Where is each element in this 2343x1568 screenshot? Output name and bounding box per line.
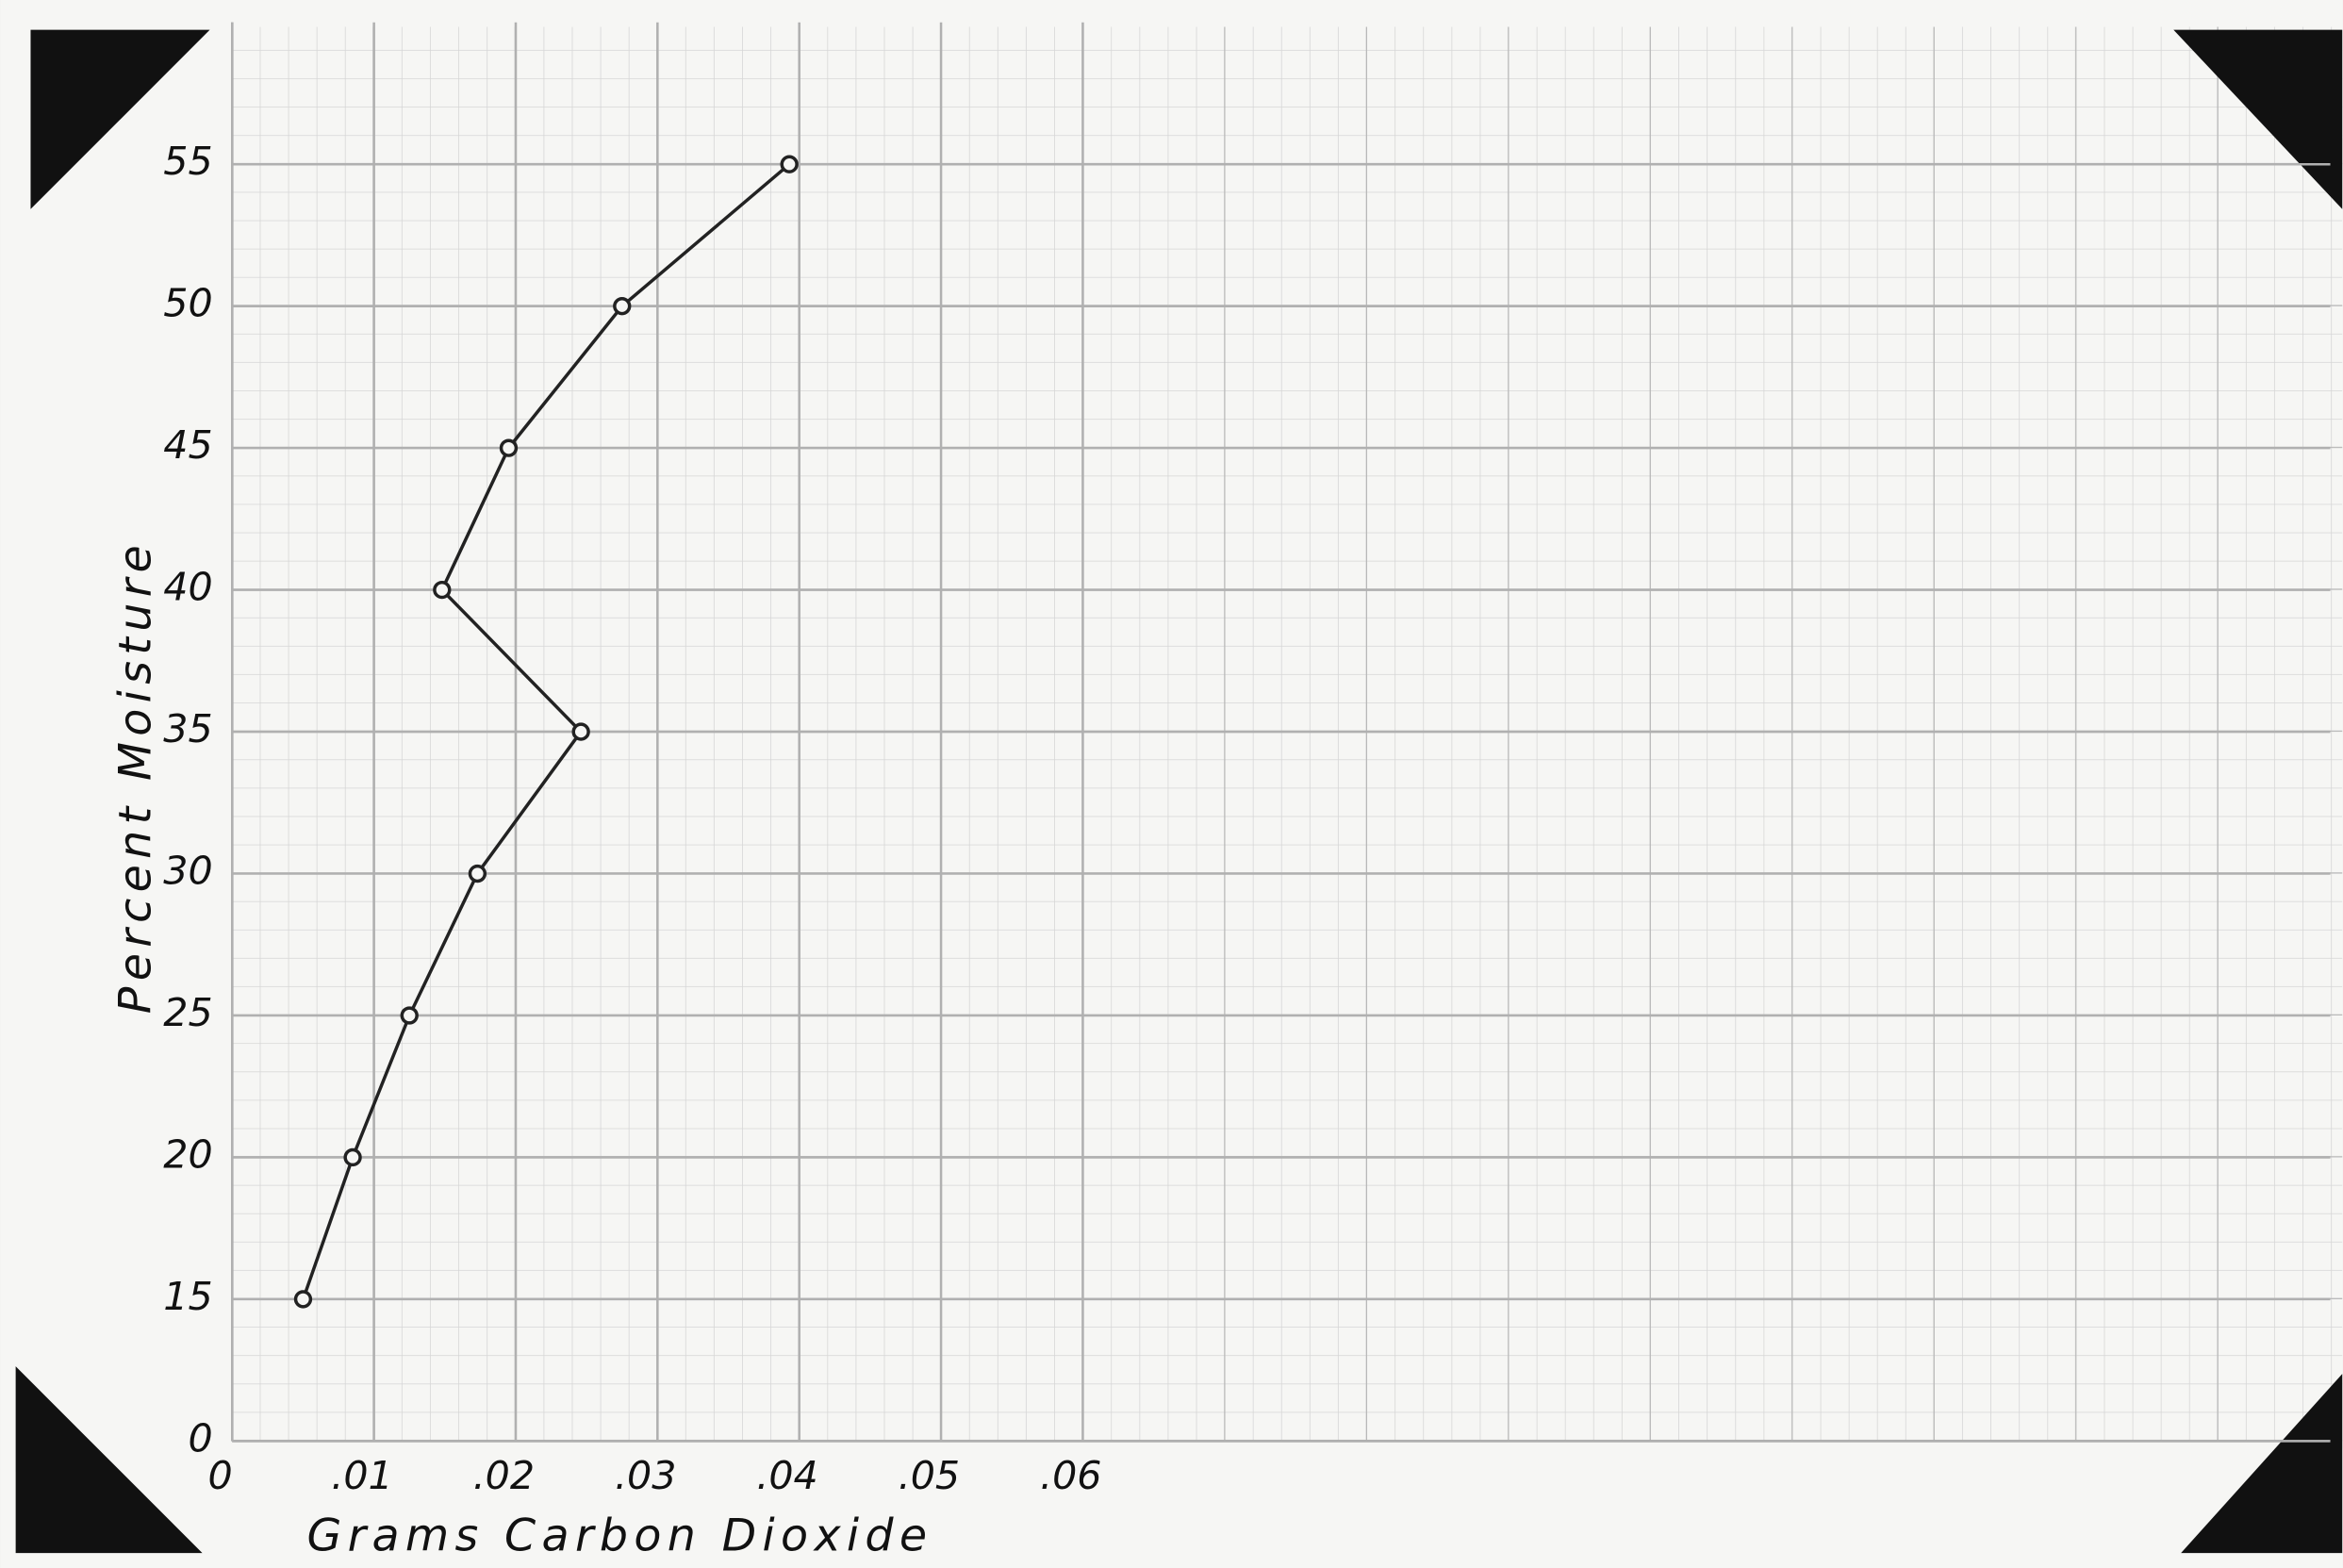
y-tick-label: 35 <box>163 706 212 751</box>
y-tick-label: 45 <box>163 422 212 468</box>
x-tick-label: .03 <box>615 1453 676 1498</box>
data-point <box>345 1150 360 1165</box>
y-tick-label: 15 <box>163 1274 212 1319</box>
x-tick-label: 0 <box>208 1453 233 1498</box>
x-tick-label: .05 <box>899 1453 960 1498</box>
y-tick-label: 25 <box>163 990 212 1035</box>
data-point <box>615 299 630 314</box>
page: Grams Carbon Dioxide Percent Moisture 0 1… <box>0 0 2343 1568</box>
chart: Grams Carbon Dioxide Percent Moisture 0 1… <box>0 0 2343 1568</box>
data-point <box>296 1292 311 1307</box>
data-point <box>470 867 485 882</box>
x-axis-label: Grams Carbon Dioxide <box>306 1510 932 1561</box>
paper-grid-major <box>232 27 2342 1442</box>
data-point <box>435 583 450 598</box>
data-point <box>573 724 588 739</box>
y-axis-label: Percent Moisture <box>110 539 162 1014</box>
x-tick-label: .02 <box>473 1453 535 1498</box>
y-tick-label: 30 <box>163 849 212 894</box>
y-tick-label: 40 <box>163 565 212 610</box>
y-tick-label: 20 <box>163 1131 212 1177</box>
y-tick-label: 55 <box>163 139 212 184</box>
y-tick-label: 50 <box>163 281 212 326</box>
data-point <box>402 1008 417 1023</box>
x-tick-label: .04 <box>756 1453 817 1498</box>
x-tick-label: .06 <box>1040 1453 1101 1498</box>
data-point <box>502 440 517 455</box>
x-tick-label: .01 <box>331 1453 392 1498</box>
data-point <box>782 157 797 172</box>
